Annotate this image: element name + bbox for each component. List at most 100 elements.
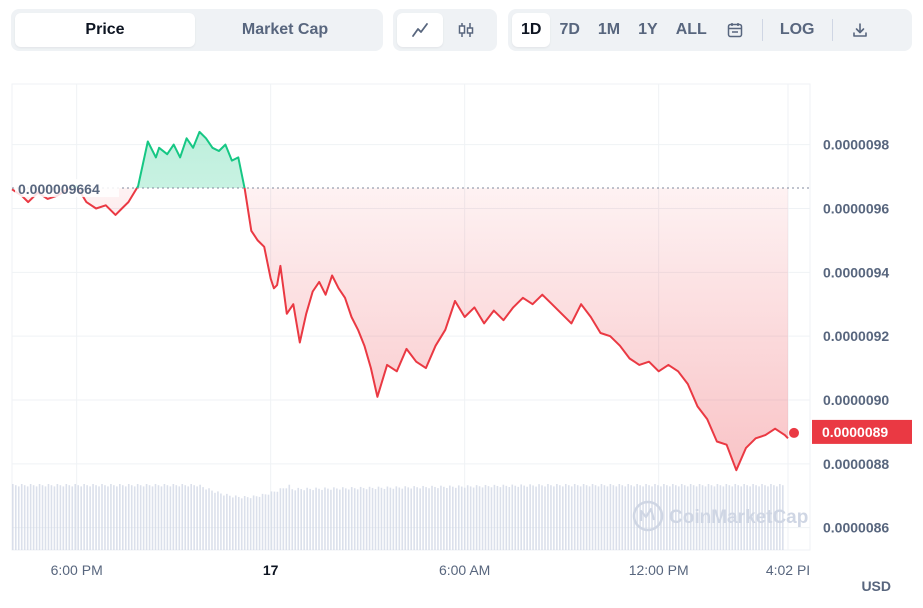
current-price-dot	[789, 427, 799, 438]
volume-bar	[773, 485, 775, 550]
price-point	[337, 286, 341, 290]
price-point	[230, 159, 234, 163]
chart-style-toggle	[393, 9, 497, 51]
volume-bar	[520, 484, 522, 550]
volume-bar	[434, 486, 436, 550]
volume-bar	[707, 484, 710, 550]
volume-bar	[119, 484, 121, 550]
current-price: 0.0000089	[789, 419, 912, 444]
calendar-button[interactable]	[716, 13, 754, 47]
volume-bar	[220, 493, 222, 550]
volume-bar	[562, 486, 564, 550]
volume-bar	[62, 486, 65, 550]
range-1m-button[interactable]: 1M	[597, 21, 621, 38]
volume-bar	[255, 496, 258, 550]
candlestick-button[interactable]	[443, 13, 489, 47]
volume-bar	[776, 486, 778, 550]
volume-bar	[276, 491, 279, 550]
volume-bar	[214, 492, 216, 550]
volume-bar	[443, 486, 445, 550]
price-point	[647, 360, 651, 364]
volume-bar	[731, 486, 734, 550]
range-1d-button[interactable]: 1D	[512, 13, 551, 47]
tab-market-cap[interactable]: Market Cap	[241, 21, 329, 38]
price-point	[275, 283, 279, 287]
price-point	[136, 184, 140, 188]
volume-bar	[104, 485, 106, 550]
range-7d-button[interactable]: 7D	[559, 21, 580, 38]
price-point	[178, 155, 182, 159]
volume-bar	[211, 490, 213, 550]
volume-bar	[487, 486, 490, 550]
price-point	[560, 312, 564, 316]
volume-bar	[567, 485, 570, 550]
volume-bar	[53, 486, 56, 550]
volume-bar	[80, 486, 82, 550]
volume-bar	[764, 485, 766, 550]
price-point	[521, 296, 525, 300]
volume-bar	[407, 487, 410, 550]
price-point	[157, 146, 161, 150]
volume-bar	[564, 484, 567, 550]
volume-bar	[454, 487, 457, 550]
volume-bar	[193, 485, 195, 550]
volume-bar	[698, 484, 701, 550]
volume-bar	[163, 484, 166, 550]
price-point	[343, 296, 347, 300]
volume-bar	[294, 490, 297, 550]
tab-price[interactable]: Price	[15, 13, 195, 47]
volume-bar	[514, 485, 517, 550]
volume-bar	[627, 484, 630, 550]
volume-bar	[481, 487, 484, 550]
volume-bar	[553, 486, 555, 550]
volume-bars	[12, 484, 784, 550]
volume-bar	[71, 486, 74, 550]
area-above-reference	[70, 131, 245, 189]
volume-bar	[226, 493, 228, 550]
price-point	[783, 433, 787, 437]
volume-bar	[187, 486, 190, 550]
price-point	[589, 315, 593, 319]
volume-bar	[737, 485, 740, 550]
volume-bar	[368, 486, 371, 550]
volume-bar	[32, 485, 35, 550]
price-point	[262, 245, 266, 249]
volume-bar	[493, 484, 496, 550]
toolbar-divider	[831, 19, 833, 41]
volume-bar	[523, 485, 525, 550]
range-all-button[interactable]: ALL	[675, 21, 707, 38]
price-area	[12, 131, 788, 471]
volume-bar	[550, 485, 552, 550]
volume-bar	[178, 486, 181, 550]
volume-bar	[359, 486, 362, 550]
volume-bar	[502, 484, 505, 550]
price-point	[291, 302, 295, 306]
volume-bar	[169, 486, 172, 550]
volume-bar	[463, 487, 466, 550]
download-button[interactable]	[841, 13, 879, 47]
volume-bar	[636, 484, 638, 550]
log-scale-button[interactable]: LOG	[779, 21, 815, 38]
area-below-reference	[12, 188, 788, 471]
y-axis: 0.0000086 0.0000088 0.0000090 0.0000092 0.00…	[823, 137, 889, 536]
volume-bar	[77, 485, 80, 550]
volume-bar	[490, 487, 493, 550]
volume-bar	[315, 487, 317, 550]
volume-bar	[398, 487, 401, 550]
volume-bar	[38, 484, 41, 550]
volume-bar	[621, 485, 624, 550]
line-chart-button[interactable]	[397, 13, 443, 47]
y-tick-label: 0.0000086	[823, 520, 889, 536]
price-point	[511, 305, 515, 309]
volume-bar	[342, 487, 344, 550]
range-1y-button[interactable]: 1Y	[638, 21, 658, 38]
watermark-text: CoinMarketCap	[669, 507, 808, 528]
volume-bar	[648, 485, 650, 550]
price-point	[330, 274, 334, 278]
volume-bar	[89, 486, 91, 550]
volume-bar	[547, 484, 549, 550]
price-point	[686, 382, 690, 386]
volume-bar	[98, 486, 100, 550]
volume-bar	[475, 485, 478, 550]
